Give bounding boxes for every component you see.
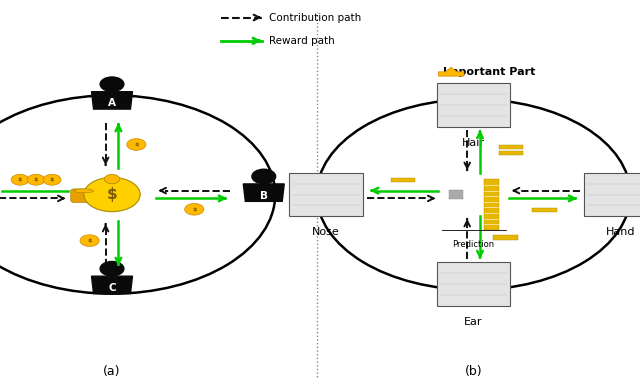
- Text: (a): (a): [103, 365, 121, 378]
- FancyBboxPatch shape: [493, 235, 518, 240]
- Text: Prediction: Prediction: [452, 240, 495, 249]
- Circle shape: [84, 177, 140, 212]
- Circle shape: [185, 203, 204, 215]
- FancyBboxPatch shape: [484, 179, 499, 230]
- Text: Hand: Hand: [606, 227, 636, 237]
- Text: Hair: Hair: [462, 138, 485, 147]
- Text: $: $: [88, 238, 92, 243]
- Text: Important Part: Important Part: [444, 67, 536, 77]
- Polygon shape: [92, 276, 132, 294]
- FancyBboxPatch shape: [71, 189, 97, 202]
- FancyBboxPatch shape: [437, 83, 511, 127]
- Text: A: A: [108, 98, 116, 109]
- FancyBboxPatch shape: [499, 151, 523, 155]
- Text: $: $: [50, 177, 54, 182]
- Ellipse shape: [74, 189, 93, 193]
- FancyBboxPatch shape: [390, 177, 415, 182]
- Circle shape: [27, 174, 45, 185]
- FancyBboxPatch shape: [499, 145, 523, 149]
- Polygon shape: [243, 184, 284, 202]
- Text: C: C: [108, 283, 116, 293]
- Circle shape: [100, 261, 124, 276]
- FancyBboxPatch shape: [449, 190, 463, 199]
- Text: $: $: [107, 187, 117, 202]
- FancyBboxPatch shape: [289, 173, 363, 216]
- Circle shape: [104, 174, 120, 184]
- Text: $: $: [134, 142, 138, 147]
- Circle shape: [43, 174, 61, 185]
- FancyBboxPatch shape: [437, 262, 511, 306]
- Text: $: $: [34, 177, 38, 182]
- Circle shape: [11, 174, 29, 185]
- Polygon shape: [92, 92, 132, 109]
- FancyBboxPatch shape: [584, 173, 640, 216]
- Text: Nose: Nose: [312, 227, 340, 237]
- Circle shape: [100, 77, 124, 91]
- Polygon shape: [438, 67, 464, 76]
- Text: (b): (b): [465, 365, 483, 378]
- Text: Contribution path: Contribution path: [269, 12, 361, 23]
- FancyBboxPatch shape: [532, 208, 557, 212]
- Text: Ear: Ear: [465, 317, 483, 327]
- Text: $: $: [18, 177, 22, 182]
- Text: $: $: [192, 207, 196, 212]
- Text: B: B: [260, 191, 268, 201]
- Text: Reward path: Reward path: [269, 36, 335, 46]
- Circle shape: [80, 235, 99, 247]
- Circle shape: [252, 169, 276, 184]
- Circle shape: [127, 138, 146, 150]
